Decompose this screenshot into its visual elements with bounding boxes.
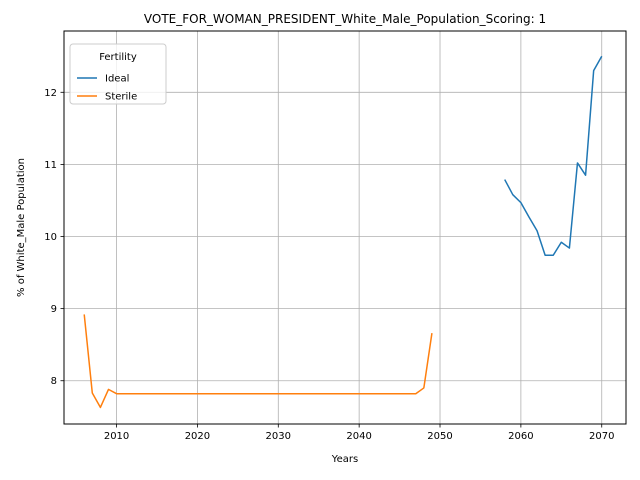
x-tick-label: 2050 [427,431,452,442]
series-line-sterile [83,314,433,409]
y-tick-label: 12 [44,88,57,99]
x-axis: 2010 2020 2030 2040 2050 2060 2070 [104,424,614,442]
x-axis-label: Years [331,454,358,465]
x-tick-label: 2020 [185,431,210,442]
x-tick-label: 2070 [589,431,614,442]
x-tick-label: 2030 [266,431,291,442]
legend-box [69,43,167,105]
x-tick-label: 2060 [508,431,533,442]
y-axis-label: % of White_Male Population [16,158,27,297]
y-tick-label: 9 [51,304,57,315]
legend-title: Fertility [99,52,137,63]
y-tick-label: 8 [51,376,57,387]
legend-label: Ideal [105,74,129,85]
y-axis: 8 9 10 11 12 [44,88,64,387]
legend-label: Sterile [105,92,137,103]
plot-frame [63,30,627,425]
y-tick-label: 10 [44,232,57,243]
series-lines [83,55,603,409]
legend-items: Ideal Sterile [77,74,137,103]
x-tick-label: 2040 [346,431,371,442]
x-tick-label: 2010 [104,431,129,442]
y-tick-label: 11 [44,160,57,171]
grid-lines [64,31,626,424]
legend: Fertility Ideal Sterile [69,43,167,105]
series-line-ideal [504,55,603,257]
chart-title: VOTE_FOR_WOMAN_PRESIDENT_White_Male_Popu… [144,12,546,26]
